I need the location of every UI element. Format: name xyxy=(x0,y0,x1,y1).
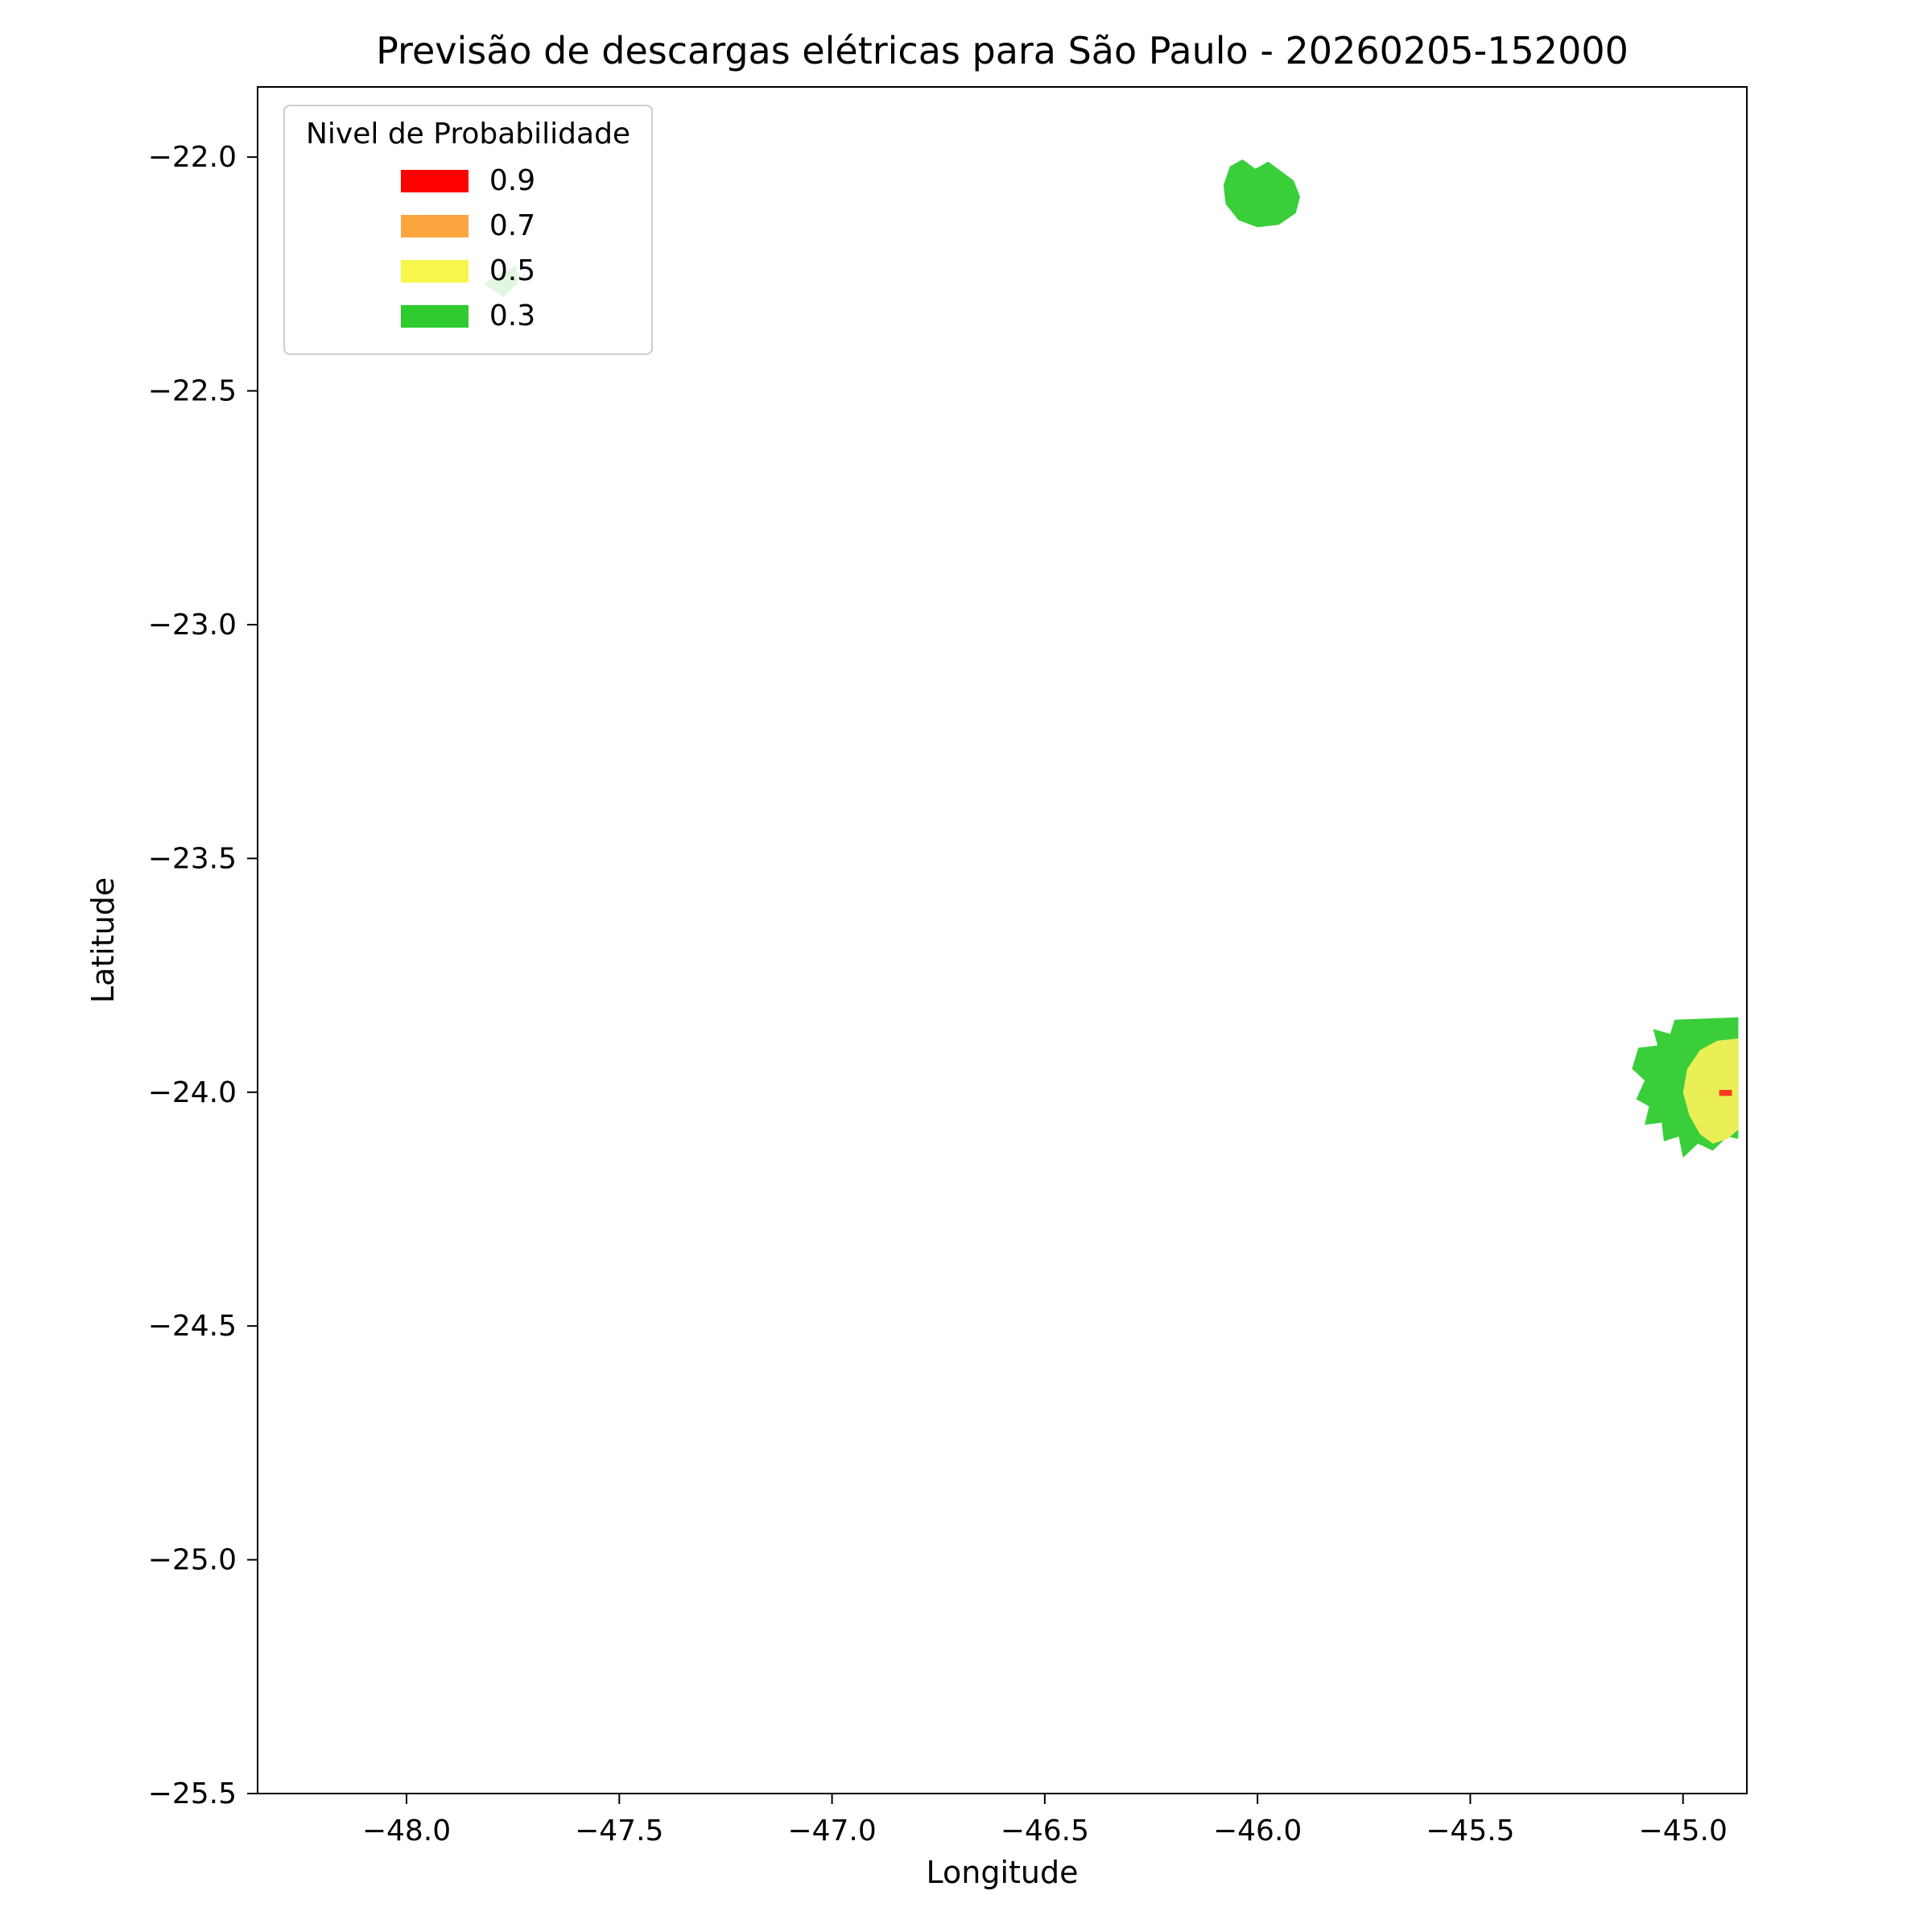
legend-swatch-0.3 xyxy=(400,305,469,328)
y-tick-label: −25.5 xyxy=(148,1777,237,1810)
x-tick-label: −48.0 xyxy=(362,1814,451,1847)
legend: Nivel de Probabilidade 0.9 0.7 0.5 0.3 xyxy=(283,105,654,355)
y-axis-label: Latitude xyxy=(85,877,121,1004)
legend-title: Nivel de Probabilidade xyxy=(306,118,631,151)
legend-swatch-0.9 xyxy=(400,170,469,192)
y-tick-label: −23.0 xyxy=(148,609,237,642)
legend-entry-0.5: 0.5 xyxy=(400,249,536,294)
y-tick-label: −25.0 xyxy=(148,1544,237,1577)
x-tick-label: −45.5 xyxy=(1426,1814,1514,1847)
y-tick-label: −24.5 xyxy=(148,1310,237,1343)
x-axis-label: Longitude xyxy=(926,1855,1079,1890)
x-tick-label: −46.0 xyxy=(1213,1814,1302,1847)
x-tick-label: −47.0 xyxy=(787,1814,876,1847)
y-tick-label: −22.5 xyxy=(148,375,237,408)
x-tick-label: −47.5 xyxy=(575,1814,663,1847)
y-tick-label: −24.0 xyxy=(148,1076,237,1109)
y-tick-label: −22.0 xyxy=(148,141,237,174)
legend-swatch-0.5 xyxy=(400,260,469,283)
x-tick-label: −45.0 xyxy=(1639,1814,1728,1847)
legend-label: 0.9 xyxy=(489,164,536,197)
legend-label: 0.5 xyxy=(489,254,536,287)
y-tick-label: −23.5 xyxy=(148,842,237,875)
legend-entry-0.7: 0.7 xyxy=(400,204,536,249)
region-east-cell-p05-inner xyxy=(1682,1038,1739,1144)
legend-entry-0.3: 0.3 xyxy=(400,294,536,339)
legend-entries: 0.9 0.7 0.5 0.3 xyxy=(400,159,536,339)
legend-entry-0.9: 0.9 xyxy=(400,159,536,204)
legend-swatch-0.7 xyxy=(400,215,469,237)
chart-title: Previsão de descargas elétricas para São… xyxy=(376,29,1629,72)
legend-label: 0.7 xyxy=(489,209,536,242)
x-tick-label: −46.5 xyxy=(1001,1814,1089,1847)
legend-label: 0.3 xyxy=(489,299,536,332)
region-east-cell-high-speck xyxy=(1719,1089,1732,1096)
axes-border xyxy=(257,86,1748,1794)
region-north-cell-p03 xyxy=(1223,159,1300,228)
